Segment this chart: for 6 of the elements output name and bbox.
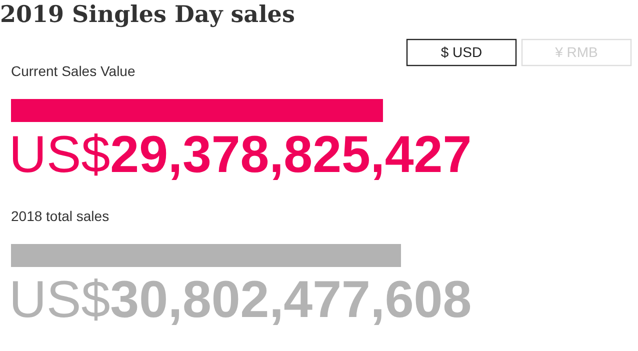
y-tick-label: 2018 total sales bbox=[11, 208, 110, 224]
y-tick-label: Current Sales Value bbox=[11, 63, 136, 79]
currency-toggle-button: $ USD bbox=[406, 38, 517, 66]
data-label: US$30,802,477,608 bbox=[9, 271, 472, 329]
chart-title: 2019 Singles Day sales bbox=[0, 1, 295, 28]
data-label: US$29,378,825,427 bbox=[9, 126, 472, 184]
